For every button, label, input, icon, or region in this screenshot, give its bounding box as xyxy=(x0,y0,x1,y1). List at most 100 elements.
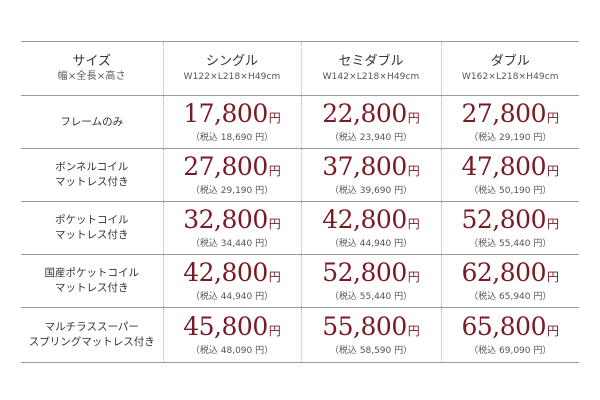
yen-unit: 円 xyxy=(546,269,559,284)
table-row: マルチラススーパー スプリングマットレス付き 45,800円 （税込 48,09… xyxy=(21,307,580,363)
yen-unit: 円 xyxy=(546,216,559,231)
row-label-cell: 国産ポケットコイル マットレス付き xyxy=(21,254,163,308)
price-value: 47,800円 xyxy=(442,151,580,184)
price-value: 17,800円 xyxy=(164,98,301,131)
price-cell: 42,800円 （税込 44,940 円） xyxy=(162,254,301,308)
tax-included-price: （税込 69,090 円） xyxy=(469,345,552,356)
price-amount: 52,800 xyxy=(322,257,407,287)
row-label: フレームのみ xyxy=(21,115,163,130)
price-value: 45,800円 xyxy=(164,311,301,344)
column-header-name: ダブル xyxy=(490,53,530,69)
row-label-cell: ボンネルコイル マットレス付き xyxy=(21,148,163,202)
row-label-line: 国産ポケットコイル xyxy=(44,267,140,279)
price-amount: 27,800 xyxy=(183,151,268,181)
yen-unit: 円 xyxy=(546,323,559,338)
price-cell: 52,800円 （税込 55,440 円） xyxy=(440,201,580,255)
tax-included-price: （税込 18,690 円） xyxy=(190,132,274,143)
table-row: ボンネルコイル マットレス付き 27,800円 （税込 29,190 円） 37… xyxy=(21,148,580,202)
price-cell: 55,800円 （税込 58,590 円） xyxy=(300,307,441,363)
yen-unit: 円 xyxy=(268,216,281,231)
tax-included-price: （税込 55,440 円） xyxy=(469,238,552,249)
column-header-single: シングル W122×L218×H49cm xyxy=(162,41,301,96)
price-amount: 55,800 xyxy=(322,311,407,341)
price-value: 32,800円 xyxy=(164,206,301,237)
row-label-cell: ポケットコイル マットレス付き xyxy=(21,201,163,255)
row-label-line: マルチラススーパー xyxy=(44,321,139,333)
row-label-line: フレームのみ xyxy=(60,115,124,128)
price-value: 52,800円 xyxy=(302,257,441,290)
size-header-title: サイズ xyxy=(72,53,112,69)
price-cell: 17,800円 （税込 18,690 円） xyxy=(162,95,301,149)
price-amount: 47,800 xyxy=(461,151,547,181)
tax-included-price: （税込 29,190 円） xyxy=(469,132,552,143)
price-amount: 45,800 xyxy=(183,311,268,341)
column-header-dims: W122×L218×H49cm xyxy=(183,71,281,82)
tax-included-price: （税込 44,940 円） xyxy=(190,291,274,302)
yen-unit: 円 xyxy=(546,163,559,178)
row-label-line: ポケットコイル xyxy=(55,214,129,226)
row-label: マルチラススーパー スプリングマットレス付き xyxy=(21,320,163,350)
tax-included-price: （税込 39,690 円） xyxy=(329,185,413,196)
column-header-semi-double: セミダブル W142×L218×H49cm xyxy=(300,41,441,96)
price-value: 27,800円 xyxy=(442,98,580,131)
tax-included-price: （税込 65,940 円） xyxy=(469,291,552,302)
price-cell: 47,800円 （税込 50,190 円） xyxy=(440,148,580,202)
header-row: サイズ 幅×全長×高さ シングル W122×L218×H49cm セミダブル W… xyxy=(21,41,579,96)
yen-unit: 円 xyxy=(407,269,420,284)
row-label-line: マットレス付き xyxy=(55,176,129,188)
column-header-name: セミダブル xyxy=(338,53,404,69)
price-cell: 42,800円 （税込 44,940 円） xyxy=(300,201,441,255)
tax-included-price: （税込 29,190 円） xyxy=(190,185,274,196)
price-cell: 52,800円 （税込 55,440 円） xyxy=(300,254,441,308)
row-label-line: ボンネルコイル xyxy=(55,161,129,173)
price-value: 37,800円 xyxy=(302,151,441,184)
yen-unit: 円 xyxy=(268,163,281,178)
yen-unit: 円 xyxy=(546,110,559,125)
price-cell: 27,800円 （税込 29,190 円） xyxy=(162,148,301,202)
row-label-cell: マルチラススーパー スプリングマットレス付き xyxy=(21,307,163,363)
table-row: ポケットコイル マットレス付き 32,800円 （税込 34,440 円） 42… xyxy=(21,201,580,255)
price-cell: 27,800円 （税込 29,190 円） xyxy=(440,95,580,149)
yen-unit: 円 xyxy=(268,269,281,284)
yen-unit: 円 xyxy=(407,216,420,231)
yen-unit: 円 xyxy=(407,323,420,338)
price-cell: 65,800円 （税込 69,090 円） xyxy=(440,307,580,363)
price-value: 52,800円 xyxy=(442,204,580,237)
price-value: 62,800円 xyxy=(442,257,580,290)
price-amount: 17,800 xyxy=(183,98,268,128)
row-label-line: マットレス付き xyxy=(55,229,129,241)
tax-included-price: （税込 55,440 円） xyxy=(329,291,413,302)
price-cell: 32,800円 （税込 34,440 円） xyxy=(162,201,301,255)
table-row: 国産ポケットコイル マットレス付き 42,800円 （税込 44,940 円） … xyxy=(21,254,580,308)
price-amount: 37,800 xyxy=(322,151,407,181)
yen-unit: 円 xyxy=(268,323,281,338)
price-cell: 45,800円 （税込 48,090 円） xyxy=(162,307,301,363)
size-header-subtitle: 幅×全長×高さ xyxy=(57,70,126,82)
price-amount: 62,800 xyxy=(461,257,547,287)
column-header-double: ダブル W162×L218×H49cm xyxy=(440,41,579,96)
tax-included-price: （税込 44,940 円） xyxy=(329,238,413,249)
yen-unit: 円 xyxy=(268,110,281,125)
price-table: サイズ 幅×全長×高さ シングル W122×L218×H49cm セミダブル W… xyxy=(21,41,579,363)
yen-unit: 円 xyxy=(407,110,420,125)
tax-included-price: （税込 58,590 円） xyxy=(329,345,413,356)
column-header-name: シングル xyxy=(205,53,258,69)
price-amount: 52,800 xyxy=(461,204,547,234)
row-label: ボンネルコイル マットレス付き xyxy=(21,160,163,190)
price-amount: 22,800 xyxy=(322,98,407,128)
price-value: 27,800円 xyxy=(164,151,301,184)
column-header-dims: W142×L218×H49cm xyxy=(322,71,420,82)
row-label-line: スプリングマットレス付き xyxy=(28,336,155,348)
price-value: 22,800円 xyxy=(302,98,441,131)
price-value: 42,800円 xyxy=(302,206,441,237)
price-amount: 65,800 xyxy=(461,311,547,341)
row-label: ポケットコイル マットレス付き xyxy=(21,213,163,243)
price-amount: 42,800 xyxy=(183,257,268,287)
tax-included-price: （税込 23,940 円） xyxy=(329,132,413,143)
price-value: 65,800円 xyxy=(442,311,580,344)
column-header-dims: W162×L218×H49cm xyxy=(461,71,559,82)
table-row: フレームのみ 17,800円 （税込 18,690 円） 22,800円 （税込… xyxy=(21,95,580,149)
row-label-line: マットレス付き xyxy=(55,282,129,294)
price-amount: 27,800 xyxy=(461,98,547,128)
tax-included-price: （税込 34,440 円） xyxy=(190,238,274,249)
